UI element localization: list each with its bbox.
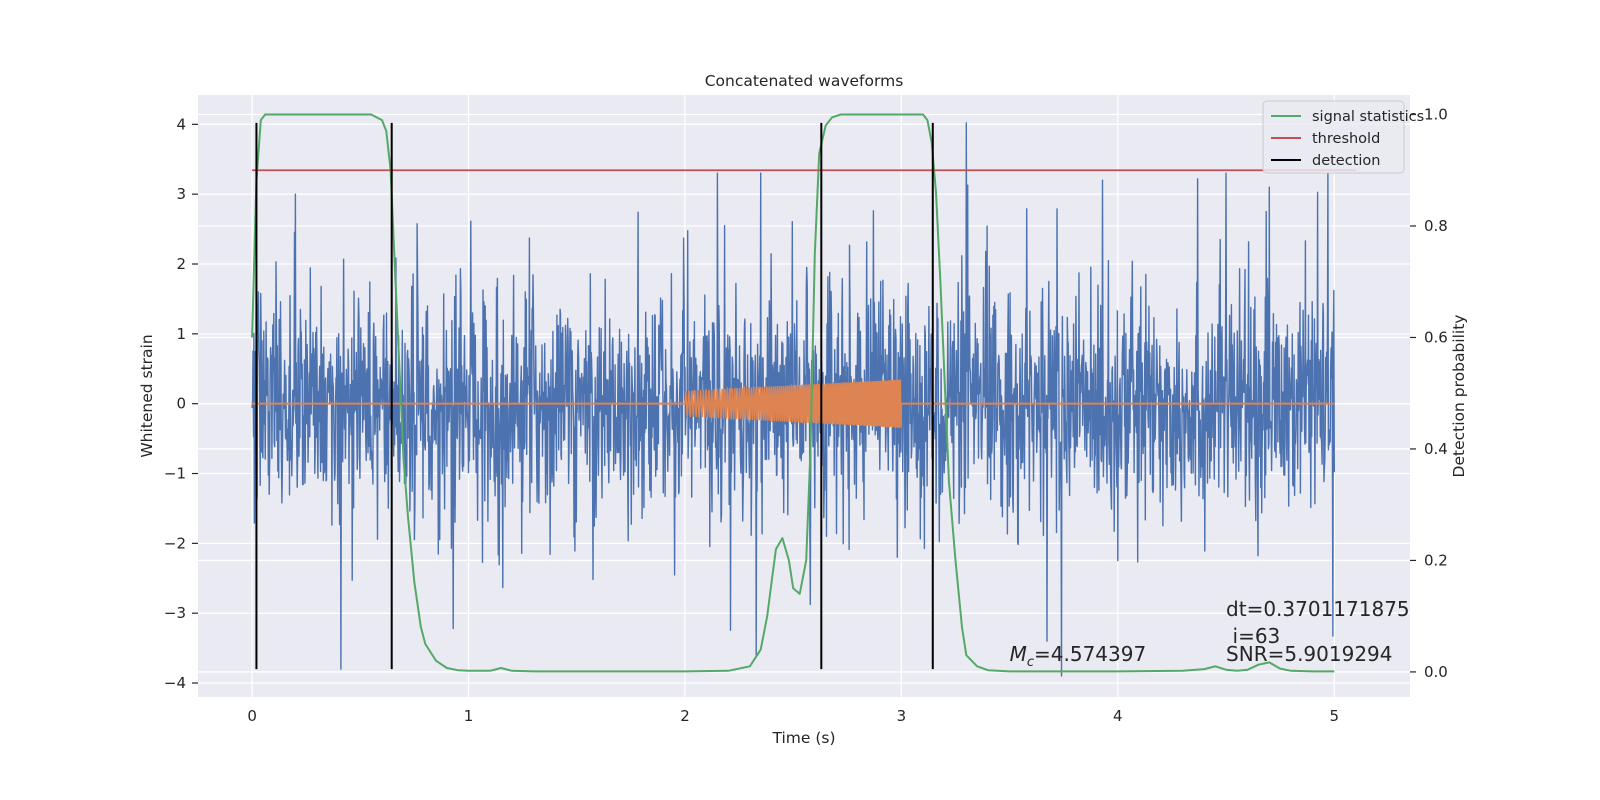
x-tick-label: 1 bbox=[464, 707, 474, 725]
x-tick-label: 0 bbox=[247, 707, 257, 725]
x-axis-label: Time (s) bbox=[771, 729, 835, 747]
signal-statistics-series bbox=[251, 113, 1335, 673]
y-tick-label: −4 bbox=[164, 674, 186, 692]
axis-ticks: 0 1 2 3 4 5 −4 −3 −2 −1 0 1 2 3 4 0.0 0.2 0.4 0.6 0.8 1.0 bbox=[164, 106, 1448, 725]
y-tick-label: −2 bbox=[164, 534, 186, 552]
y2-tick-label: 0.4 bbox=[1424, 440, 1448, 458]
y2-tick-label: 0.0 bbox=[1424, 663, 1448, 681]
y-tick-label: 3 bbox=[176, 185, 186, 203]
x-tick-label: 3 bbox=[897, 707, 907, 725]
annotation-index: i=63 bbox=[1233, 624, 1281, 648]
y-tick-label: 4 bbox=[176, 115, 186, 133]
y-axis-label: Whitened strain bbox=[138, 334, 156, 457]
y-tick-label: −3 bbox=[164, 604, 186, 622]
x-tick-label: 4 bbox=[1113, 707, 1123, 725]
legend-entry-detection: detection bbox=[1312, 153, 1380, 169]
detection-series bbox=[255, 122, 934, 670]
y2-tick-label: 0.2 bbox=[1424, 551, 1448, 569]
y-tick-label: 2 bbox=[176, 255, 186, 273]
y-tick-label: 0 bbox=[176, 395, 186, 413]
signal-statistics-line bbox=[251, 113, 1335, 673]
template-series bbox=[252, 379, 1335, 429]
legend: signal statistics threshold detection bbox=[1262, 100, 1424, 174]
annotations: Mc=4.574397 dt=0.3701171875 i=63 SNR=5.9… bbox=[1010, 597, 1410, 670]
annotation-chirp-mass-value: =4.574397 bbox=[1034, 642, 1146, 666]
chart-title: Concatenated waveforms bbox=[705, 72, 904, 90]
y-tick-label: −1 bbox=[164, 465, 186, 483]
y2-tick-label: 0.8 bbox=[1424, 217, 1448, 235]
legend-entry-signal-statistics: signal statistics bbox=[1312, 109, 1424, 125]
annotation-dt: dt=0.3701171875 bbox=[1226, 597, 1410, 621]
x-tick-label: 2 bbox=[680, 707, 690, 725]
annotation-chirp-mass: Mc=4.574397 bbox=[1010, 642, 1147, 670]
x-tick-label: 5 bbox=[1329, 707, 1339, 725]
template-line bbox=[684, 379, 903, 429]
legend-box bbox=[1262, 100, 1405, 174]
legend-entry-threshold: threshold bbox=[1312, 131, 1380, 147]
y2-tick-label: 0.6 bbox=[1424, 328, 1448, 346]
y-tick-label: 1 bbox=[176, 325, 186, 343]
annotation-snr: SNR=5.9019294 bbox=[1226, 642, 1392, 666]
y2-axis-label: Detection probability bbox=[1450, 315, 1468, 478]
y2-tick-label: 1.0 bbox=[1424, 106, 1448, 124]
